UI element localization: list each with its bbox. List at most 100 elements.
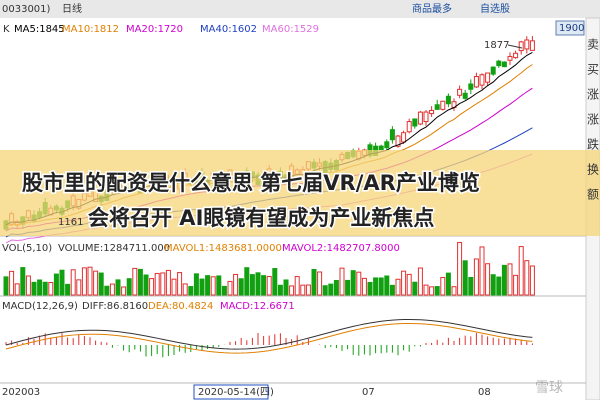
volume-bar xyxy=(59,269,65,296)
volume-bar xyxy=(367,282,373,296)
vol-item: MAVOL1:1483681.0000 xyxy=(164,243,282,254)
candle-body xyxy=(434,104,440,110)
volume-bar xyxy=(373,277,379,296)
legend-ma: MA20:1720 xyxy=(126,24,183,35)
volume-bar xyxy=(65,283,71,296)
x-label: 2020-05-14(四) xyxy=(198,387,274,398)
volume-bar xyxy=(188,286,194,296)
x-highlight xyxy=(193,384,269,400)
volume-bar xyxy=(3,276,9,296)
volume-bar xyxy=(244,267,250,296)
candle-body xyxy=(429,109,435,115)
volume-bar xyxy=(199,278,205,296)
volume-bar xyxy=(42,281,48,296)
volume-bar xyxy=(451,286,457,296)
candle-body xyxy=(462,92,468,99)
side-label: 换 xyxy=(587,163,599,177)
volume-bar xyxy=(294,276,300,296)
volume-bar xyxy=(227,280,233,296)
legend-k: K xyxy=(3,24,10,35)
volume-bar xyxy=(322,285,328,296)
legend-ma: MA5:1845 xyxy=(14,24,65,35)
candle-body xyxy=(378,145,384,151)
volume-bar xyxy=(109,283,115,296)
macd-item: DIFF:86.8160 xyxy=(82,301,148,312)
volume-bar xyxy=(87,266,93,296)
volume-bar xyxy=(126,278,132,296)
volume-bar xyxy=(20,267,26,296)
volume-bar xyxy=(501,264,507,296)
side-label: 卖 xyxy=(587,38,599,52)
candle-body xyxy=(473,75,479,88)
candle-body xyxy=(440,100,446,110)
side-label: 额 xyxy=(587,188,599,202)
volume-bar xyxy=(149,278,155,296)
volume-bar xyxy=(440,277,446,296)
volume-bar xyxy=(384,275,390,296)
volume-bar xyxy=(93,270,99,296)
candle-body xyxy=(501,61,507,68)
volume-bar xyxy=(255,272,261,296)
volume-bar xyxy=(406,273,412,296)
volume-bar xyxy=(221,285,227,296)
volume-bar xyxy=(378,277,384,296)
link[interactable]: 商品最多 xyxy=(412,2,452,15)
candle-body xyxy=(457,88,463,96)
volume-bar xyxy=(289,285,295,296)
annotation: 1877 xyxy=(484,40,509,51)
candle-body xyxy=(395,135,401,147)
volume-bar xyxy=(14,283,20,296)
volume-bar xyxy=(132,267,138,296)
volume-bar xyxy=(76,279,82,296)
x-label: 202003 xyxy=(2,387,40,398)
volume-bar xyxy=(345,279,351,296)
candle-body xyxy=(384,141,390,149)
volume-bar xyxy=(445,272,451,296)
volume-bar xyxy=(205,275,211,296)
volume-bar xyxy=(462,260,468,296)
x-label: 08 xyxy=(478,387,491,398)
candle-body xyxy=(485,72,491,83)
side-label: 跌 xyxy=(587,137,599,152)
volume-bar xyxy=(137,268,143,296)
volume-bar xyxy=(328,283,334,296)
legend-ma: MA60:1529 xyxy=(262,24,319,35)
candle-body xyxy=(417,111,423,125)
candle-body xyxy=(490,66,496,75)
arrow xyxy=(507,44,523,49)
candle-body xyxy=(401,132,407,143)
volume-bar xyxy=(317,271,323,296)
volume-bar xyxy=(154,272,160,296)
volume-bar xyxy=(490,274,496,296)
volume-bar xyxy=(401,270,407,296)
dea-line xyxy=(5,322,533,354)
volume-bar xyxy=(171,278,177,296)
volume-bar xyxy=(350,270,356,296)
macd-item: DEA:80.4824 xyxy=(148,301,213,312)
annotation: 1161 xyxy=(58,217,83,228)
volume-bar xyxy=(216,275,222,296)
candle-body xyxy=(524,39,530,50)
volume-bar xyxy=(300,284,306,296)
volume-bar xyxy=(160,272,166,296)
volume-bar xyxy=(261,275,267,296)
candle-body xyxy=(412,118,418,127)
legend-ma: MA40:1602 xyxy=(200,24,257,35)
candle-body xyxy=(479,74,485,86)
price-box-text: 1900 xyxy=(559,23,584,34)
volume-bar xyxy=(339,267,345,296)
volume-bar xyxy=(277,284,283,296)
link[interactable]: 自选股 xyxy=(480,2,510,15)
volume-bar xyxy=(272,268,278,296)
macd-item: MACD:12.6671 xyxy=(220,301,295,312)
volume-bar xyxy=(507,263,513,296)
macd-item: MACD(12,26,9) xyxy=(2,301,78,312)
volume-bar xyxy=(283,279,289,296)
volume-bar xyxy=(238,278,244,296)
diff-line xyxy=(5,318,533,350)
volume-bar xyxy=(249,274,255,296)
top-bar xyxy=(0,0,600,18)
volume-bar xyxy=(210,276,216,296)
volume-bar xyxy=(165,269,171,296)
